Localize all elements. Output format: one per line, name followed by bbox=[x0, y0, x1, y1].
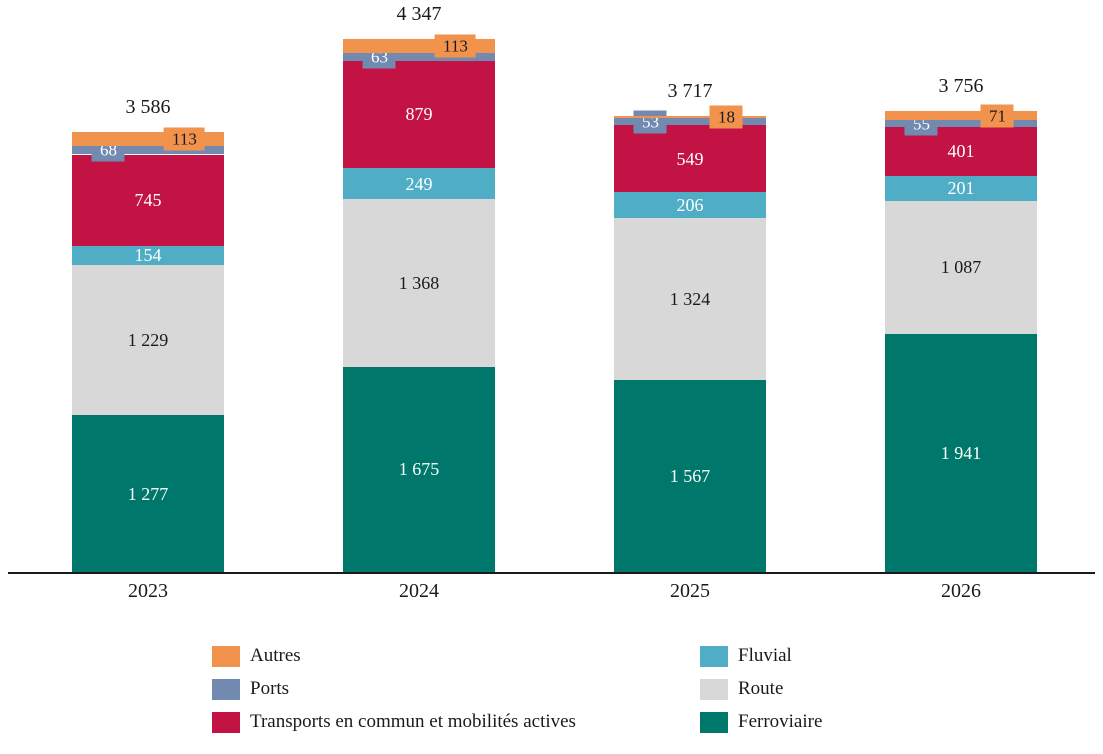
bar-segment-transports-en-commun bbox=[614, 124, 766, 193]
x-axis-label-2023: 2023 bbox=[128, 580, 168, 602]
bar-segment-ferroviaire bbox=[885, 334, 1037, 572]
legend-label-fluvial: Fluvial bbox=[738, 645, 792, 666]
legend-swatch-fluvial bbox=[700, 645, 728, 667]
bar-segment-fluvial bbox=[885, 176, 1037, 201]
legend-label-route: Route bbox=[738, 678, 784, 699]
bar-segment-route bbox=[72, 264, 224, 416]
legend-label-transports-en-commun: Transports en commun et mobilités active… bbox=[250, 711, 576, 732]
bar-segment-ports bbox=[885, 120, 1037, 127]
legend-swatch-transports-en-commun bbox=[212, 711, 240, 733]
bar-segment-ferroviaire bbox=[343, 366, 495, 572]
bar-segment-autres bbox=[614, 116, 766, 119]
bar-segment-route bbox=[343, 198, 495, 367]
legend-swatch-autres bbox=[212, 645, 240, 667]
bar-segment-transports-en-commun bbox=[343, 60, 495, 169]
legend-swatch-ports bbox=[212, 678, 240, 700]
callout-value-autres: 113 bbox=[164, 127, 205, 151]
bar-segment-transports-en-commun bbox=[885, 126, 1037, 177]
x-axis-label-2026: 2026 bbox=[941, 580, 981, 602]
x-axis-label-2025: 2025 bbox=[670, 580, 710, 602]
callout-value-autres: 18 bbox=[709, 105, 743, 129]
legend-label-autres: Autres bbox=[250, 645, 301, 666]
legend-item-ferroviaire: Ferroviaire bbox=[700, 710, 822, 734]
legend-item-ports: Ports bbox=[212, 677, 289, 701]
x-axis-line bbox=[8, 572, 1095, 574]
bar-segment-autres bbox=[885, 111, 1037, 121]
callout-value-autres: 113 bbox=[435, 34, 476, 58]
bar-segment-transports-en-commun bbox=[72, 154, 224, 246]
legend-label-ferroviaire: Ferroviaire bbox=[738, 711, 823, 732]
bar-segment-route bbox=[885, 200, 1037, 334]
legend-swatch-route bbox=[700, 678, 728, 700]
bar-segment-fluvial bbox=[343, 168, 495, 199]
bar-segment-ports bbox=[343, 52, 495, 61]
legend-item-autres: Autres bbox=[212, 644, 301, 668]
bar-total-label: 3 586 bbox=[125, 96, 171, 119]
x-axis-label-2024: 2024 bbox=[399, 580, 439, 602]
bar-segment-fluvial bbox=[614, 192, 766, 218]
bar-segment-fluvial bbox=[72, 245, 224, 265]
bar-segment-ferroviaire bbox=[614, 379, 766, 572]
bar-segment-ports bbox=[72, 146, 224, 155]
bar-total-label: 3 717 bbox=[667, 80, 713, 103]
legend-item-fluvial: Fluvial bbox=[700, 644, 792, 668]
legend-swatch-ferroviaire bbox=[700, 711, 728, 733]
bar-segment-ports bbox=[614, 118, 766, 125]
bar-segment-ferroviaire bbox=[72, 415, 224, 572]
legend-item-transports-en-commun: Transports en commun et mobilités active… bbox=[212, 710, 576, 734]
legend-label-ports: Ports bbox=[250, 678, 290, 699]
callout-value-ports: 53 bbox=[633, 110, 667, 134]
bar-segment-route bbox=[614, 217, 766, 380]
bar-total-label: 4 347 bbox=[396, 3, 442, 25]
callout-value-autres: 71 bbox=[980, 104, 1014, 128]
bar-total-label: 3 756 bbox=[938, 75, 984, 98]
legend-item-route: Route bbox=[700, 677, 783, 701]
